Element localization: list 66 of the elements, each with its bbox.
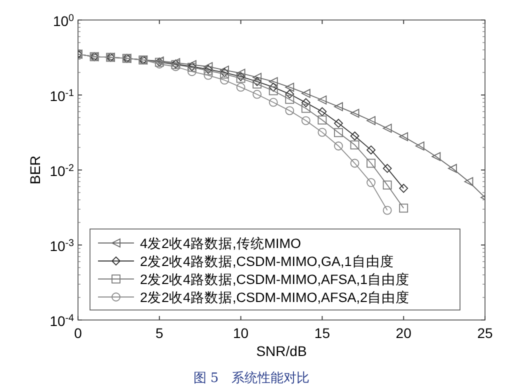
y-tick-label: 10$^{-1}$ bbox=[50, 88, 74, 104]
point bbox=[464, 177, 474, 186]
point bbox=[285, 94, 294, 104]
point bbox=[252, 72, 262, 82]
point bbox=[236, 82, 246, 92]
point bbox=[268, 86, 278, 96]
point bbox=[268, 77, 278, 86]
point bbox=[334, 128, 343, 138]
point bbox=[350, 140, 360, 150]
point bbox=[350, 108, 360, 118]
y-tick-label: 10$^{-2}$ bbox=[50, 162, 74, 179]
point bbox=[204, 70, 213, 80]
y-tick-label: 10$^{-4}$ bbox=[50, 312, 75, 329]
point bbox=[334, 118, 343, 128]
x-tick-label: 15 bbox=[314, 325, 330, 341]
x-tick-label: 20 bbox=[396, 325, 412, 341]
x-tick-label: 5 bbox=[156, 325, 164, 341]
point bbox=[318, 128, 327, 137]
y-axis-title: BER bbox=[27, 156, 43, 184]
point bbox=[350, 158, 360, 168]
point bbox=[301, 116, 310, 126]
point bbox=[301, 88, 310, 98]
point bbox=[252, 80, 262, 88]
point bbox=[318, 96, 327, 104]
legend-label: 4发2收4路数据,传统MIMO bbox=[140, 236, 302, 251]
point bbox=[268, 82, 278, 92]
caption: 图 5 系统性能对比 bbox=[193, 371, 310, 386]
x-axis-title: SNR/dB bbox=[256, 343, 307, 359]
point bbox=[318, 116, 327, 124]
y-tick-label: 10$^{0}$ bbox=[52, 12, 75, 29]
point bbox=[399, 132, 408, 142]
point bbox=[382, 206, 392, 215]
legend-label: 2发2收4路数据,CSDM-MIMO,GA,1自由度 bbox=[140, 254, 394, 269]
point bbox=[382, 164, 392, 173]
legend-label: 2发2收4路数据,CSDM-MIMO,AFSA,2自由度 bbox=[140, 290, 410, 305]
point bbox=[252, 77, 262, 86]
point bbox=[285, 106, 294, 116]
point bbox=[285, 90, 294, 98]
point bbox=[236, 68, 246, 78]
point bbox=[334, 102, 343, 112]
point bbox=[301, 104, 310, 113]
point bbox=[382, 180, 392, 190]
point bbox=[220, 76, 229, 85]
point bbox=[448, 164, 457, 173]
x-tick-label: 25 bbox=[477, 325, 493, 341]
point bbox=[366, 178, 376, 188]
point bbox=[415, 142, 424, 150]
point bbox=[268, 98, 278, 107]
point bbox=[366, 116, 376, 126]
point bbox=[399, 184, 408, 193]
point bbox=[382, 124, 392, 133]
point bbox=[366, 158, 376, 168]
legend-label: 2发2收4路数据,CSDM-MIMO,AFSA,1自由度 bbox=[140, 272, 410, 287]
y-tick-label: 10$^{-3}$ bbox=[50, 238, 75, 254]
point bbox=[301, 98, 310, 108]
x-tick-label: 10 bbox=[233, 325, 249, 341]
point bbox=[350, 132, 360, 140]
point bbox=[318, 107, 327, 116]
point bbox=[252, 90, 262, 99]
x-tick-label: 0 bbox=[74, 325, 82, 341]
point bbox=[334, 142, 343, 150]
point bbox=[432, 152, 441, 162]
point bbox=[188, 67, 196, 76]
point bbox=[285, 82, 294, 92]
point bbox=[366, 146, 376, 154]
point bbox=[399, 204, 408, 213]
